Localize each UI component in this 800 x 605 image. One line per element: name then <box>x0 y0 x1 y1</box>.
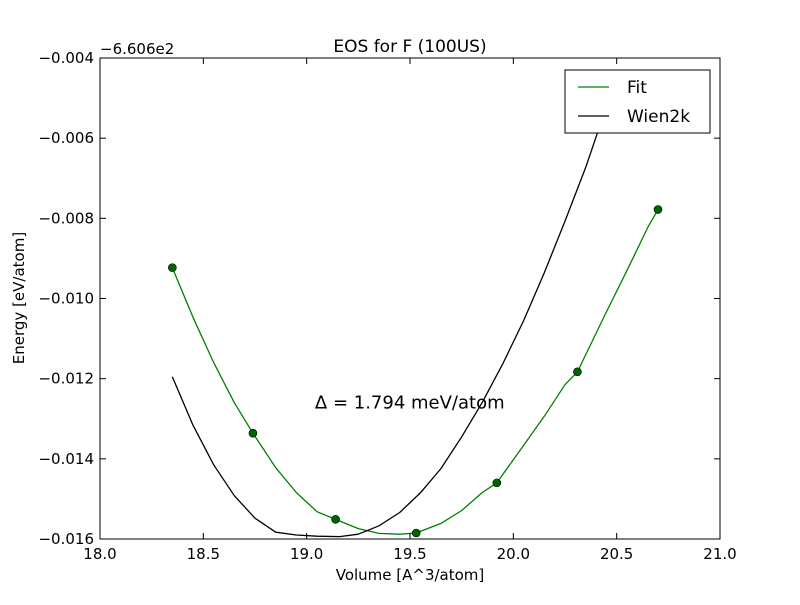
x-tick-label: 19.0 <box>290 545 323 563</box>
delta-annotation: Δ = 1.794 meV/atom <box>315 393 505 414</box>
series-line-wien2k <box>171 80 628 538</box>
y-tick-label: −0.016 <box>38 530 94 548</box>
legend: Fit Wien2k <box>564 69 711 134</box>
x-tick-label: 18.5 <box>187 545 220 563</box>
data-point-marker <box>168 263 177 272</box>
y-tick-label: −0.004 <box>38 49 94 67</box>
y-tick-label: −0.012 <box>38 370 94 388</box>
data-point-marker <box>248 428 258 438</box>
data-point-marker <box>411 528 421 538</box>
marker-layer <box>168 205 663 538</box>
x-tick-label: 20.0 <box>497 545 530 563</box>
y-tick-label: −0.010 <box>38 290 94 308</box>
x-tick-label: 20.5 <box>600 545 633 563</box>
legend-label-wien2k: Wien2k <box>627 107 690 127</box>
x-axis-label: Volume [A^3/atom] <box>336 566 485 584</box>
plot-area <box>100 58 720 539</box>
data-point-marker <box>573 367 582 377</box>
y-axis-offset: −6.606e2 <box>100 40 174 58</box>
y-axis-ticks: −0.016 −0.014 −0.012 −0.010 −0.008 −0.006 −0.0… <box>38 49 720 548</box>
data-point-marker <box>653 205 663 214</box>
chart-title: EOS for F (100US) <box>333 37 486 57</box>
data-point-marker <box>492 478 502 488</box>
legend-label-fit: Fit <box>627 78 647 98</box>
y-tick-label: −0.008 <box>38 209 94 227</box>
y-tick-label: −0.006 <box>38 129 94 147</box>
x-tick-label: 18.0 <box>83 545 116 563</box>
legend-box <box>564 69 711 134</box>
x-axis-ticks: 18.0 18.5 19.0 19.5 20.0 20.5 21.0 <box>83 58 737 563</box>
y-axis-label: Energy [eV/atom] <box>10 232 28 364</box>
y-tick-label: −0.014 <box>38 450 94 468</box>
data-point-marker <box>331 515 340 524</box>
x-tick-label: 19.5 <box>393 545 426 563</box>
x-tick-label: 21.0 <box>703 545 736 563</box>
